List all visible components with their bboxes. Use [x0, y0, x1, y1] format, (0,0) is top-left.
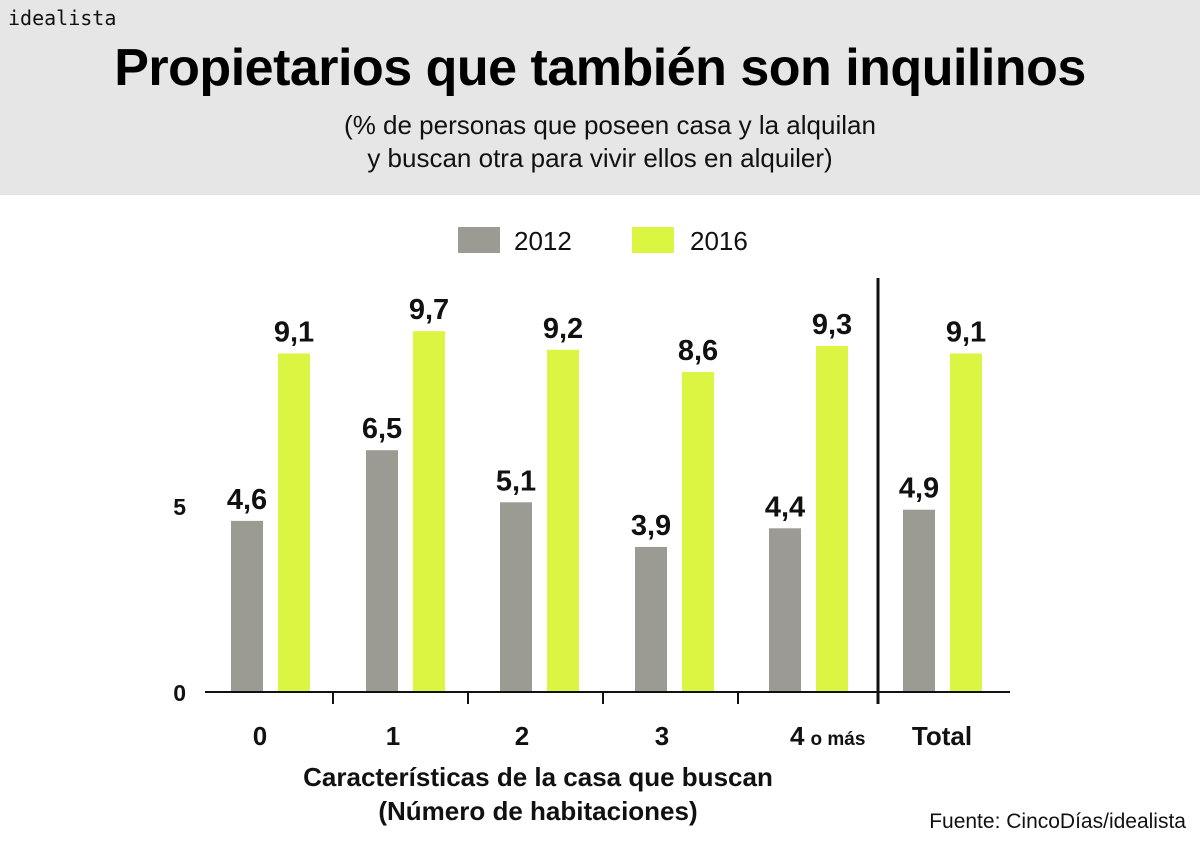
- source-note: Fuente: CincoDías/idealista: [929, 810, 1186, 833]
- bar-2016-3: [682, 372, 714, 692]
- x-tick-label-2: 2: [515, 721, 529, 751]
- data-label-2016-Total: 9,1: [946, 316, 986, 348]
- bar-2012-2: [500, 502, 532, 692]
- x-tick-label-Total: Total: [912, 721, 972, 751]
- bar-2016-2: [547, 349, 579, 692]
- legend-swatch-2012: [458, 227, 500, 253]
- data-label-2016-2: 9,2: [543, 313, 583, 345]
- chart-subtitle-line1: (% de personas que poseen casa y la alqu…: [344, 110, 876, 140]
- x-tick-label-1: 1: [386, 721, 400, 751]
- data-label-2012-0: 4,6: [227, 484, 267, 516]
- y-tick-label-0: 0: [173, 680, 186, 706]
- logo: idealista: [8, 6, 117, 30]
- data-label-2016-0: 9,1: [274, 316, 314, 348]
- bar-2012-Total: [903, 509, 935, 692]
- bar-2012-0: [231, 520, 263, 692]
- data-label-2016-4: 9,3: [812, 309, 852, 341]
- data-label-2012-2: 5,1: [496, 465, 536, 497]
- bar-2016-0: [278, 353, 310, 692]
- bar-2016-Total: [950, 353, 982, 692]
- y-tick-label-5: 5: [173, 494, 186, 520]
- data-label-2012-3: 3,9: [631, 510, 671, 542]
- x-axis-title-line1: Características de la casa que buscan: [303, 762, 773, 792]
- chart-title: Propietarios que también son inquilinos: [114, 39, 1086, 97]
- x-axis-title-line2: (Número de habitaciones): [378, 796, 698, 826]
- data-label-2012-Total: 4,9: [899, 473, 939, 505]
- bar-2016-4: [816, 346, 848, 692]
- chart-subtitle-line2: y buscan otra para vivir ellos en alquil…: [367, 143, 833, 173]
- bar-2016-1: [413, 331, 445, 692]
- bar-2012-4: [769, 528, 801, 692]
- header: idealista Propietarios que también son i…: [0, 0, 1200, 195]
- legend-label-2016: 2016: [690, 226, 748, 256]
- bar-2012-3: [635, 546, 667, 692]
- legend-label-2012: 2012: [514, 226, 572, 256]
- legend-swatch-2016: [632, 227, 674, 253]
- data-label-2016-3: 8,6: [678, 335, 718, 367]
- x-tick-label-suffix: o más: [810, 729, 865, 750]
- bar-2012-1: [366, 450, 398, 692]
- x-tick-label-0: 0: [253, 721, 267, 751]
- data-label-2012-4: 4,4: [765, 491, 805, 523]
- data-label-2012-1: 6,5: [362, 413, 402, 445]
- data-label-2016-1: 9,7: [409, 294, 449, 326]
- x-tick-label-3: 3: [655, 721, 669, 751]
